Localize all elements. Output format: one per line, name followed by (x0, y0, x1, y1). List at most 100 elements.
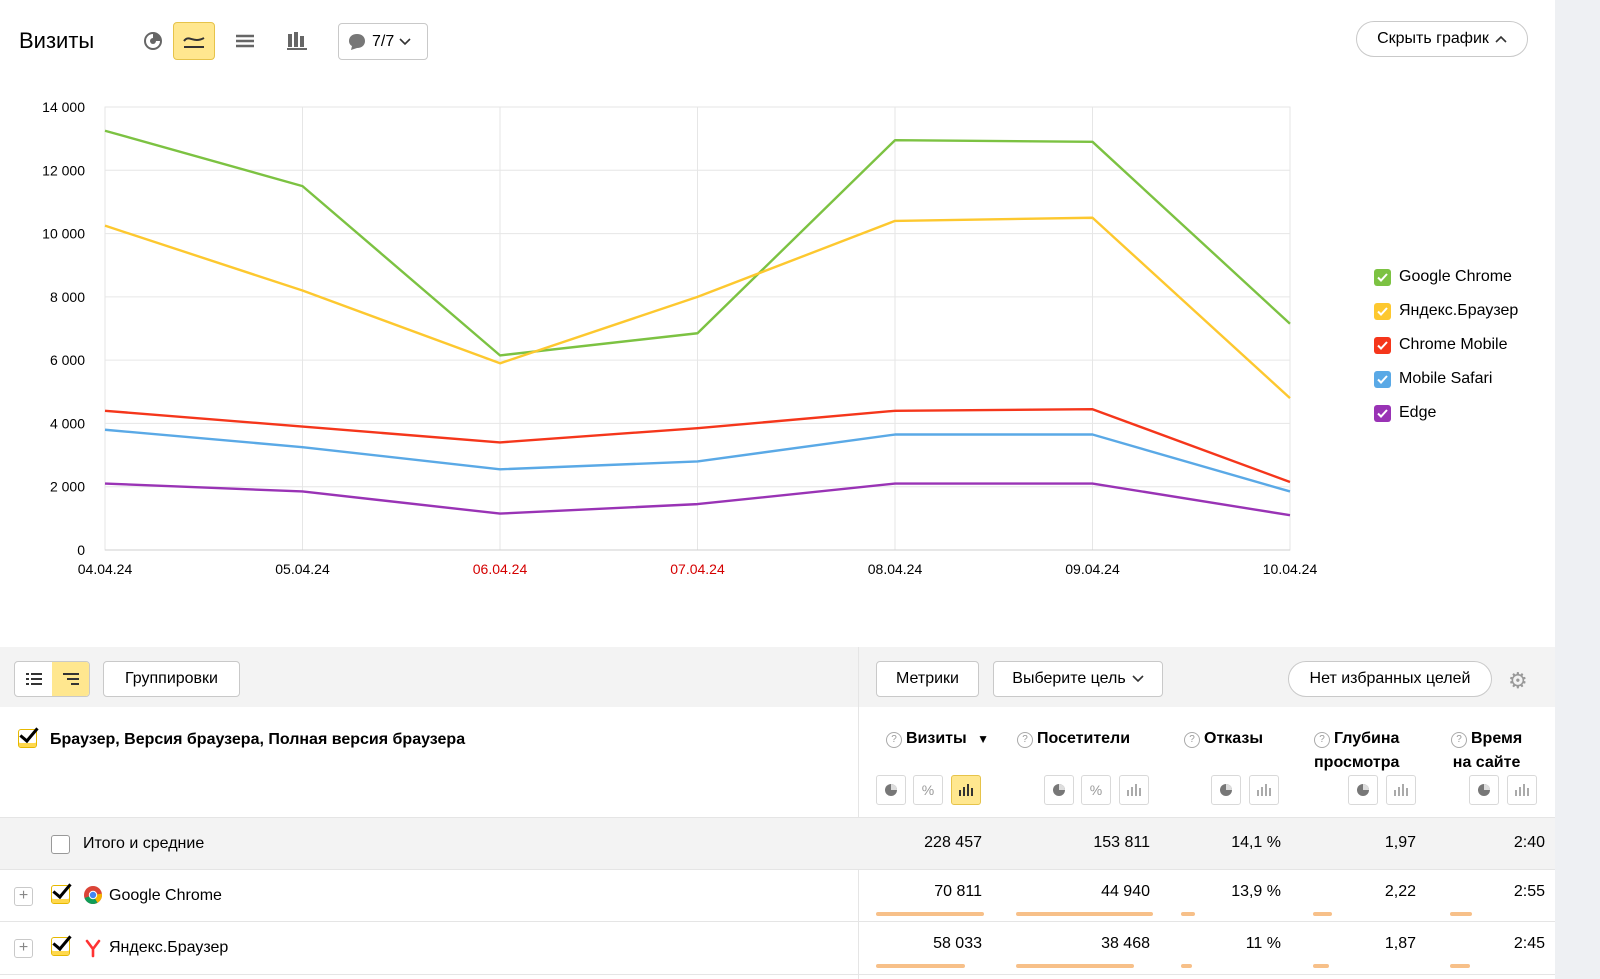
table-row[interactable]: + Яндекс.Браузер 58 033 38 468 11 % 1,87… (0, 921, 1555, 975)
legend-checkbox[interactable] (1374, 370, 1391, 388)
total-depth: 1,97 (1384, 834, 1416, 851)
settings-gear-icon[interactable]: ⚙ (1508, 668, 1528, 693)
grouping-title: Браузер, Версия браузера, Полная версия … (50, 731, 466, 748)
column-visitors[interactable]: ? Посетители (1017, 727, 1130, 751)
goal-select[interactable]: Выберите цель (993, 661, 1163, 697)
total-visits: 228 457 (924, 834, 982, 851)
y-tick-label: 12 000 (42, 162, 85, 178)
series-line-google-chrome (104, 129, 1291, 357)
area-chart-icon (236, 34, 254, 48)
groupings-label: Группировки (125, 670, 218, 687)
chevron-down-icon (399, 37, 411, 45)
help-icon[interactable]: ? (1017, 732, 1033, 748)
y-tick-label: 8 000 (50, 289, 85, 305)
list-icon (25, 673, 42, 685)
value-bar (1450, 912, 1472, 916)
legend-checkbox[interactable] (1374, 336, 1391, 354)
column-visits[interactable]: ? Визиты ▼ (886, 727, 989, 751)
row-checkbox[interactable] (51, 937, 70, 956)
value-bar (1181, 964, 1192, 968)
favorite-goals-button[interactable]: Нет избранных целей (1288, 661, 1492, 697)
comments-count: 7/7 (372, 32, 395, 50)
column-depth[interactable]: ? Глубина просмотра (1314, 727, 1399, 775)
row-visitors: 44 940 (1101, 883, 1150, 900)
help-icon[interactable]: ? (1314, 732, 1330, 748)
row-bounces: 13,9 % (1231, 883, 1281, 900)
y-tick-label: 14 000 (42, 99, 85, 115)
tree-view-button[interactable] (52, 662, 89, 696)
series-line-edge (104, 482, 1291, 517)
groupings-button[interactable]: Группировки (103, 661, 240, 697)
visits-percent-toggle[interactable]: % (913, 775, 943, 805)
expand-row-button[interactable]: + (14, 939, 33, 958)
row-time: 2:55 (1513, 883, 1545, 900)
metrics-button[interactable]: Метрики (876, 661, 979, 697)
column-depth-label: Глубина (1334, 730, 1400, 747)
totals-row: Итого и средние 228 457 153 811 14,1 % 1… (0, 817, 1555, 870)
legend-item[interactable]: Mobile Safari (1374, 362, 1518, 396)
help-icon[interactable]: ? (1451, 732, 1467, 748)
row-visits: 58 033 (933, 935, 982, 952)
value-bar (1450, 964, 1470, 968)
line-chart-button[interactable] (173, 22, 215, 60)
bars-icon (1257, 784, 1271, 796)
y-tick-label: 6 000 (50, 352, 85, 368)
series-line-chrome-mobile (104, 407, 1291, 484)
legend-label: Edge (1399, 404, 1437, 421)
legend-checkbox[interactable] (1374, 404, 1391, 422)
column-visitors-label: Посетители (1037, 730, 1131, 747)
pie-icon (1053, 784, 1065, 796)
row-time: 2:45 (1513, 935, 1545, 952)
bounces-pie-toggle[interactable] (1211, 775, 1241, 805)
check-icon (1377, 306, 1388, 316)
chevron-down-icon (1132, 675, 1144, 683)
pie-chart-button[interactable] (132, 22, 174, 60)
percent-icon: % (921, 782, 935, 798)
time-bars-toggle[interactable] (1507, 775, 1537, 805)
check-icon (1377, 272, 1388, 282)
visits-bars-toggle[interactable] (951, 775, 981, 805)
table-row[interactable]: + Google Chrome 70 811 44 940 13,9 % 2,2… (0, 869, 1555, 922)
legend-checkbox[interactable] (1374, 302, 1391, 320)
help-icon[interactable]: ? (886, 732, 902, 748)
help-icon[interactable]: ? (1184, 732, 1200, 748)
list-view-button[interactable] (15, 662, 52, 696)
expand-row-button[interactable]: + (14, 887, 33, 906)
pie-icon (1478, 784, 1490, 796)
bars-icon (1394, 784, 1408, 796)
x-tick-label: 10.04.24 (1263, 561, 1318, 577)
yandex-browser-icon (85, 939, 101, 958)
column-time[interactable]: ? Время на сайте (1451, 727, 1522, 775)
depth-pie-toggle[interactable] (1348, 775, 1378, 805)
x-tick-label: 07.04.24 (670, 561, 725, 577)
area-chart-button[interactable] (224, 22, 266, 60)
legend-checkbox[interactable] (1374, 268, 1391, 286)
column-bounces[interactable]: ? Отказы (1184, 727, 1263, 751)
depth-bars-toggle[interactable] (1386, 775, 1416, 805)
hide-chart-button[interactable]: Скрыть график (1356, 21, 1528, 57)
check-icon (1377, 408, 1388, 418)
row-checkbox[interactable] (51, 885, 70, 904)
bars-icon (959, 784, 973, 796)
column-time-label: Время (1471, 730, 1523, 747)
tree-icon (62, 673, 79, 685)
visitors-pie-toggle[interactable] (1044, 775, 1074, 805)
totals-checkbox[interactable] (51, 835, 70, 854)
time-pie-toggle[interactable] (1469, 775, 1499, 805)
legend-item[interactable]: Edge (1374, 396, 1518, 430)
visitors-percent-toggle[interactable]: % (1081, 775, 1111, 805)
visits-pie-toggle[interactable] (876, 775, 906, 805)
bounces-bars-toggle[interactable] (1249, 775, 1279, 805)
legend-item[interactable]: Chrome Mobile (1374, 328, 1518, 362)
column-time-label-2: на сайте (1452, 754, 1521, 771)
legend-item[interactable]: Яндекс.Браузер (1374, 294, 1518, 328)
visitors-bars-toggle[interactable] (1119, 775, 1149, 805)
legend-label: Яндекс.Браузер (1399, 302, 1519, 319)
check-icon (1377, 374, 1388, 384)
favorite-goals-label: Нет избранных целей (1309, 670, 1471, 687)
bar-chart-button[interactable] (276, 22, 318, 60)
comments-filter-button[interactable]: 7/7 (338, 23, 428, 60)
x-tick-label: 08.04.24 (868, 561, 923, 577)
group-select-all-checkbox[interactable] (18, 729, 37, 748)
legend-item[interactable]: Google Chrome (1374, 260, 1518, 294)
